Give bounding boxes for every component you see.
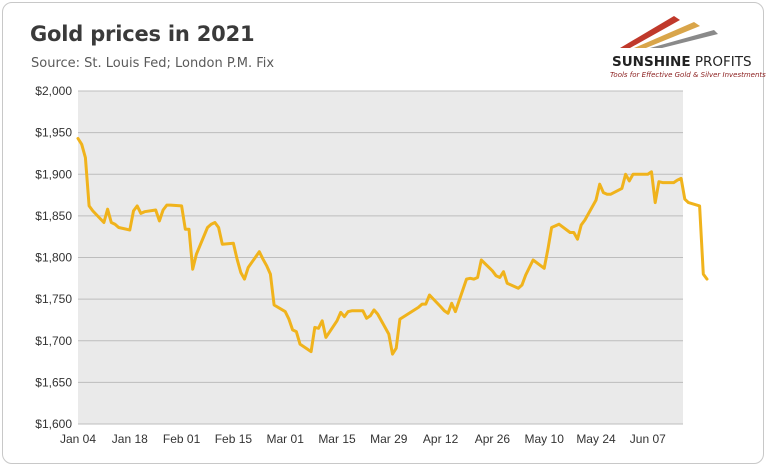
y-tick-label: $1,750 (35, 292, 72, 306)
x-tick-label: Jun 07 (630, 432, 666, 446)
x-tick-label: Apr 26 (475, 432, 511, 446)
y-tick-label: $1,600 (35, 417, 72, 431)
y-tick-label: $1,850 (35, 209, 72, 223)
grid-lines (78, 90, 683, 425)
gold-price-line (76, 137, 709, 356)
x-tick-label: May 10 (525, 432, 565, 446)
y-axis-ticks: $1,600 $1,650 $1,700 $1,750 $1,800 $1,850 $1,9… (35, 84, 72, 431)
logo-name-bold: SUNSHINE (612, 54, 691, 70)
y-tick-label: $1,950 (35, 126, 72, 140)
x-tick-label: Mar 29 (370, 432, 408, 446)
x-tick-label: Feb 15 (215, 432, 253, 446)
x-tick-label: Apr 12 (423, 432, 459, 446)
y-tick-label: $2,000 (35, 84, 72, 98)
sunshine-profits-logo: SUNSHINE PROFITS Tools for Effective Gol… (590, 14, 766, 79)
logo-sunrays-icon (620, 16, 718, 48)
x-tick-label: Jan 04 (60, 432, 96, 446)
chart-subtitle: Source: St. Louis Fed; London P.M. Fix (31, 56, 275, 71)
chart-title: Gold prices in 2021 (30, 22, 255, 46)
logo-name-thin: PROFITS (690, 54, 752, 70)
x-tick-label: Mar 01 (267, 432, 305, 446)
y-tick-label: $1,900 (35, 167, 72, 181)
logo-tagline: Tools for Effective Gold & Silver Invest… (610, 71, 766, 79)
y-tick-label: $1,650 (35, 375, 72, 389)
x-tick-label: Mar 15 (318, 432, 356, 446)
series-group (76, 137, 709, 356)
logo-name: SUNSHINE PROFITS (612, 54, 752, 70)
x-axis-ticks: Jan 04 Jan 18 Feb 01 Feb 15 Mar 01 Mar 15 Mar … (60, 432, 666, 446)
x-tick-label: Feb 01 (163, 432, 201, 446)
y-tick-label: $1,800 (35, 251, 72, 265)
x-tick-label: May 24 (576, 432, 616, 446)
x-tick-label: Jan 18 (112, 432, 148, 446)
y-tick-label: $1,700 (35, 334, 72, 348)
